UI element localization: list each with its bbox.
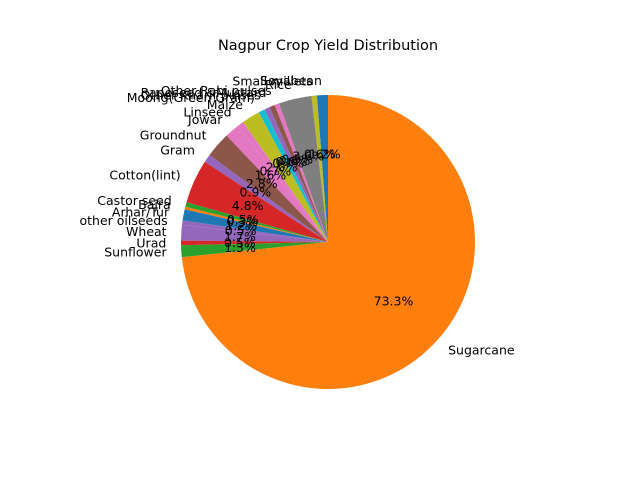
pie-slice-other-oilseeds bbox=[182, 220, 328, 242]
pie-percent-label: 0.7% bbox=[260, 164, 292, 179]
pie-slice-sunflower bbox=[181, 242, 328, 258]
pie-label: Arhar/Tur bbox=[112, 204, 170, 219]
pie-slice-urad bbox=[181, 240, 328, 246]
pie-label: Castor seed bbox=[97, 193, 171, 208]
pie-label: Sunflower bbox=[104, 245, 167, 260]
pie-percent-label: 73.3% bbox=[374, 293, 414, 308]
pie-slice-cotton-lint- bbox=[186, 161, 328, 242]
pie-percent-label: 0.6% bbox=[279, 153, 311, 168]
pie-label: Linseed bbox=[183, 105, 231, 120]
pie-label: other oilseeds bbox=[79, 213, 167, 228]
pie-label: Soyabean bbox=[260, 73, 322, 88]
pie-percent-label: 0.6% bbox=[276, 154, 308, 169]
pie-slice-rapeseed-mustard bbox=[269, 105, 328, 242]
pie-slice-castor-seed bbox=[185, 202, 328, 242]
pie-slice-jowar bbox=[226, 125, 328, 242]
pie-label: Urad bbox=[136, 235, 166, 250]
pie-percent-label: 3.6% bbox=[292, 148, 324, 163]
pie-label: Moong(Green Gram) bbox=[127, 90, 255, 105]
pie-percent-label: 0.5% bbox=[225, 223, 257, 238]
pie-slices bbox=[181, 95, 475, 389]
pie-percent-label: 1.2% bbox=[225, 218, 257, 233]
pie-label: Maize bbox=[207, 97, 243, 112]
pie-label: Bajra bbox=[138, 197, 171, 212]
pie-percent-label: 0.5% bbox=[224, 235, 256, 250]
pie-percent-label: 1.6% bbox=[255, 168, 287, 183]
pie-label: Groundnut bbox=[140, 128, 207, 143]
pie-slice-rice bbox=[278, 95, 328, 242]
pie-label: Sugarcane bbox=[448, 343, 515, 358]
pie-percent-label: 4.8% bbox=[232, 198, 264, 213]
pie-label: Small millets bbox=[232, 73, 312, 88]
pie-labels: Soyabean 1.2% Small millets 0.6% Rice 3.6% Oth… bbox=[79, 73, 514, 358]
pie-slice-sugarcane bbox=[181, 95, 475, 389]
pie-slice-moong-green-gram- bbox=[258, 109, 328, 242]
pie-percent-label: 0.5% bbox=[227, 212, 259, 227]
pie-slice-small-millets bbox=[311, 95, 328, 242]
pie-percent-label: 0.7% bbox=[272, 156, 304, 171]
pie-label: Jowar bbox=[187, 112, 223, 127]
pie-label: Wheat bbox=[126, 224, 167, 239]
pie-percent-label: 1.2% bbox=[309, 146, 341, 161]
pie-slice-other-rabi-pulses bbox=[274, 103, 328, 242]
pie-slice-soyabean bbox=[316, 95, 328, 242]
pie-percent-label: 0.5% bbox=[281, 152, 313, 167]
pie-label: Gram bbox=[160, 142, 195, 157]
pie-percent-label: 0.9% bbox=[240, 184, 272, 199]
pie-percent-label: 2.0% bbox=[266, 159, 298, 174]
pie-slice-wheat bbox=[181, 224, 328, 242]
pie-percent-label: 0.6% bbox=[304, 147, 336, 162]
pie-slice-gram bbox=[204, 155, 328, 242]
pie-slice-linseed bbox=[237, 122, 328, 242]
pie-slice-bajra bbox=[184, 206, 328, 242]
pie-percent-label: 1.7% bbox=[224, 229, 256, 244]
pie-label: Other Kharif pulses bbox=[141, 87, 261, 102]
pie-slice-maize bbox=[242, 112, 328, 243]
pie-label: Rapeseed &Mustard bbox=[141, 85, 267, 100]
pie-slice-groundnut bbox=[209, 135, 328, 242]
pie-slice-arhar-tur bbox=[182, 209, 328, 242]
pie-label: Other Rabi pulses bbox=[161, 83, 272, 98]
pie-percent-label: 0.3% bbox=[226, 214, 258, 229]
pie-percent-label: 2.8% bbox=[246, 176, 278, 191]
pie-label: Rice bbox=[265, 77, 292, 92]
pie-percent-label: 1.3% bbox=[224, 240, 256, 255]
pie-slice-other-kharif-pulses bbox=[264, 107, 328, 242]
chart-title: Nagpur Crop Yield Distribution bbox=[218, 38, 438, 54]
pie-label: Cotton(lint) bbox=[109, 168, 180, 183]
